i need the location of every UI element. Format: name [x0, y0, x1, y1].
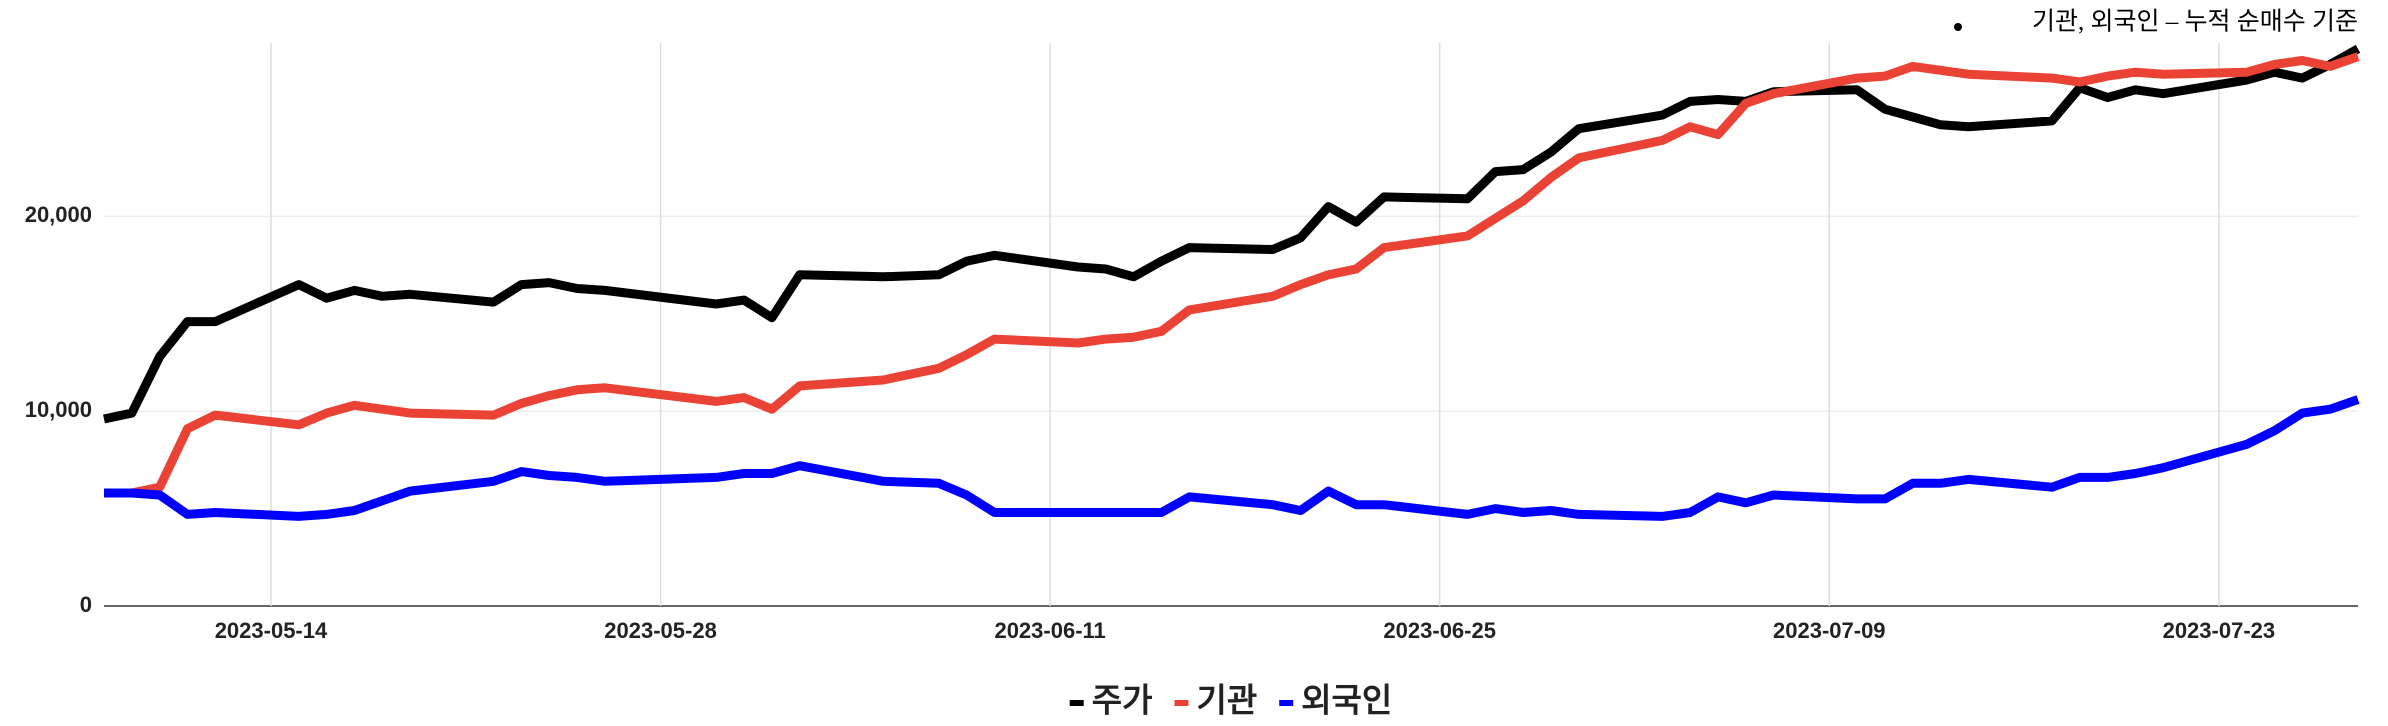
x-tick-label: 2023-07-09 [1773, 618, 1886, 643]
line [104, 395, 2360, 521]
legend-label: 외국인 [1301, 682, 1392, 719]
legend-swatch [1069, 700, 1084, 706]
line [104, 52, 2360, 498]
legend-swatch [1174, 700, 1189, 706]
x-tick-label: 2023-05-28 [604, 618, 717, 643]
x-tick-label: 2023-06-25 [1383, 618, 1496, 643]
legend-label: 기관 [1196, 682, 1257, 719]
annotation-bullet [1954, 23, 1962, 31]
y-tick-label: 20,000 [25, 202, 92, 227]
x-tick-label: 2023-05-14 [215, 618, 328, 643]
annotation: 기관, 외국인 – 누적 순매수 기준 [2032, 8, 2358, 36]
legend: 주가 기관 외국인 [1069, 682, 1392, 719]
x-tick-label: 2023-06-11 [994, 618, 1105, 643]
y-tick-label: 10,000 [25, 397, 92, 422]
legend-label: 주가 [1092, 682, 1153, 719]
legend-swatch [1279, 700, 1294, 706]
line [103, 44, 2361, 424]
y-tick-label: 0 [80, 592, 92, 617]
x-tick-label: 2023-07-23 [2163, 618, 2276, 643]
